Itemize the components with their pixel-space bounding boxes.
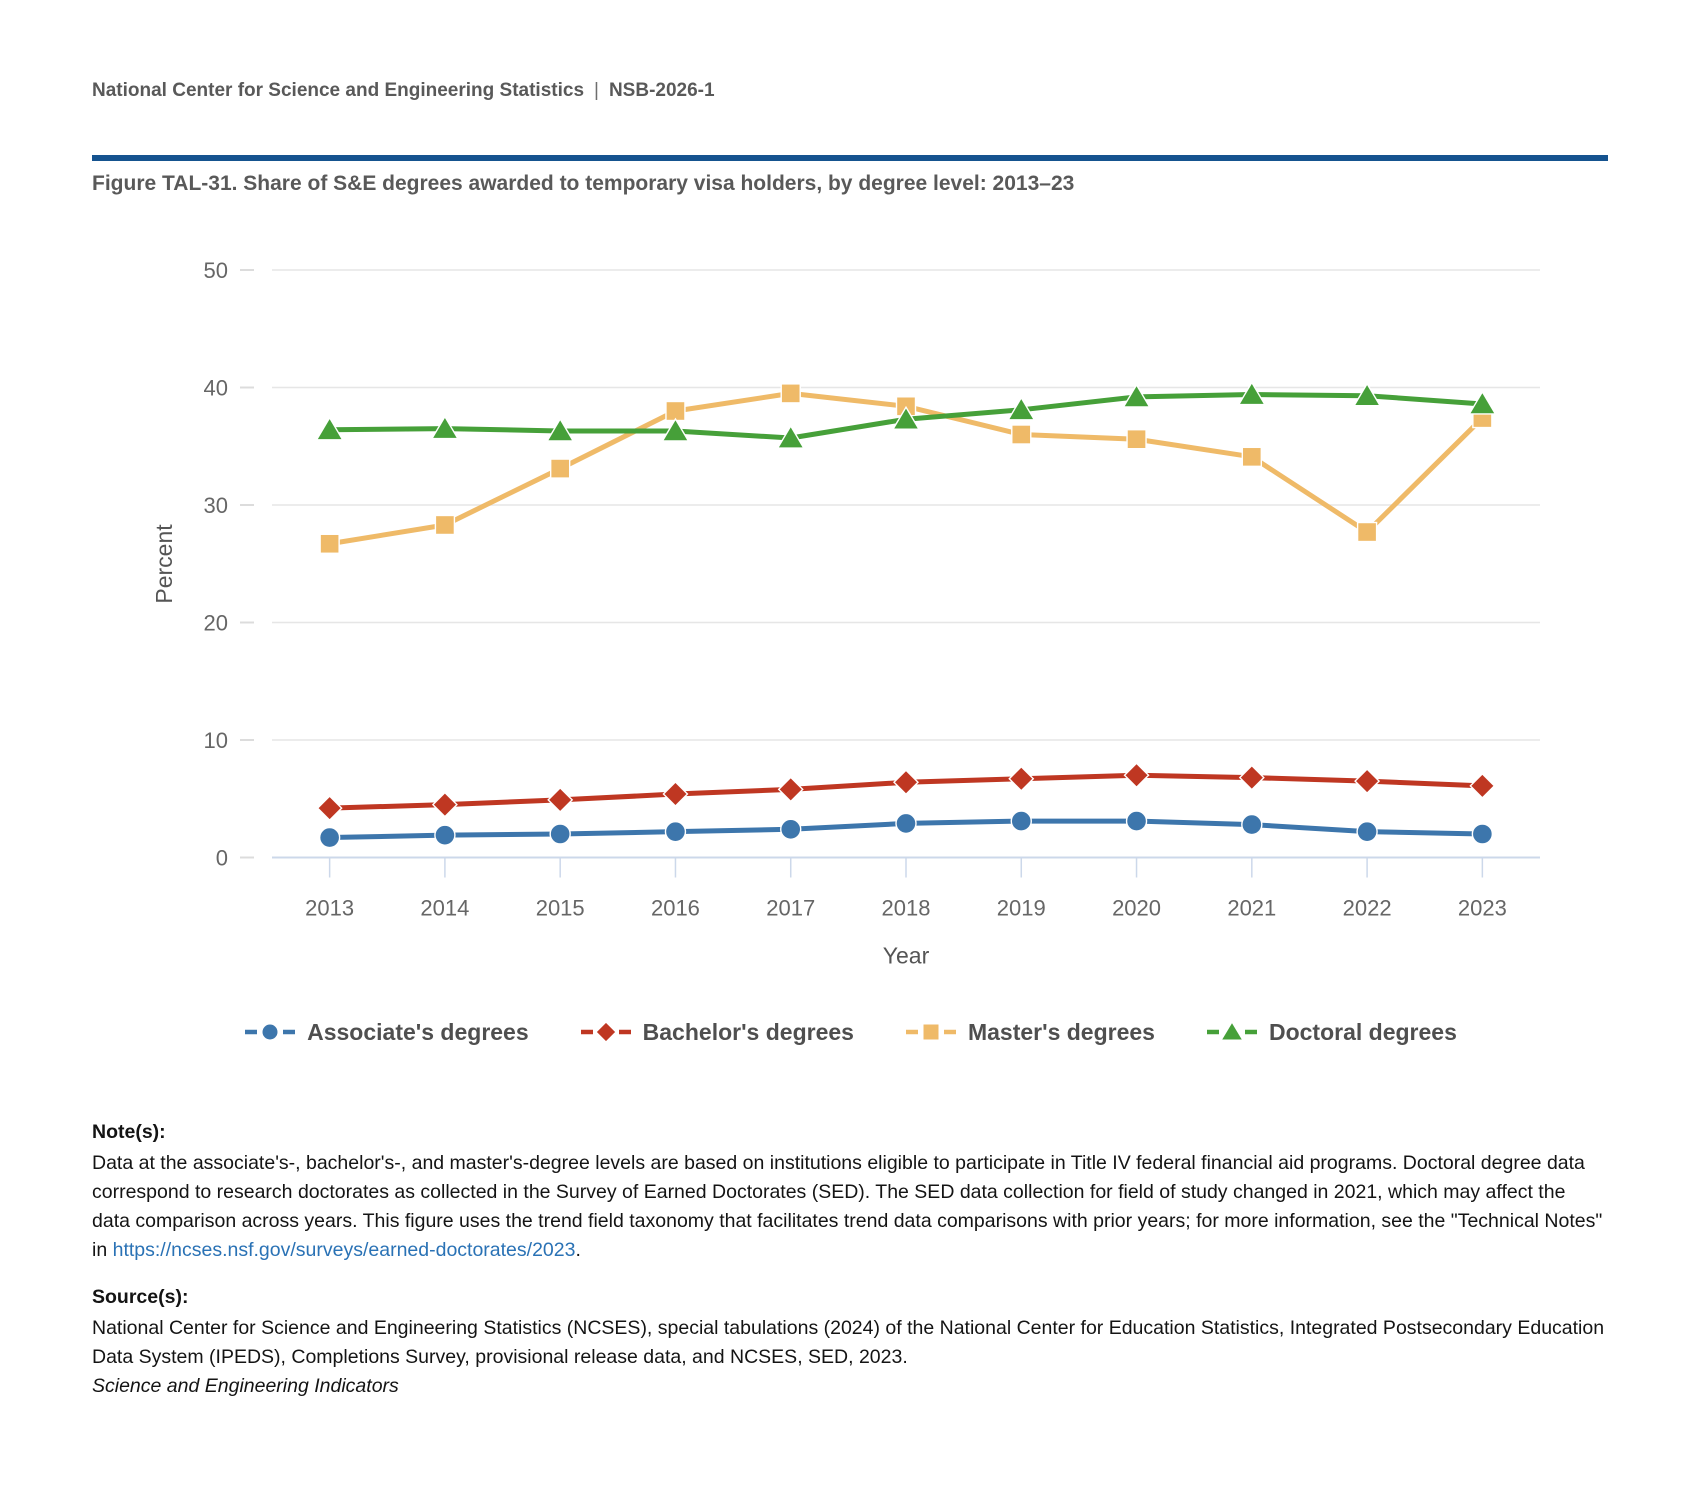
square-marker-icon [780,383,801,404]
legend-label: Doctoral degrees [1268,1018,1457,1045]
series-circle [318,810,1494,849]
x-tick-label: 2019 [997,896,1046,921]
diamond-marker-icon [316,795,343,822]
series-diamond [316,762,1496,822]
series-triangle [315,381,1497,449]
notes-label: Note(s): [92,1121,166,1143]
triangle-marker-icon [776,424,805,449]
triangle-marker-icon [1468,390,1497,415]
legend-item-masters[interactable]: Master's degrees [904,1019,1155,1046]
circle-marker-icon [664,820,687,843]
circle-marker-icon [1010,810,1032,832]
associates-legend-marker-icon [245,1023,296,1041]
triangle-marker-icon [1352,382,1382,407]
y-tick-label: 30 [204,493,228,518]
masters-legend-marker-icon [905,1023,956,1041]
y-tick-label: 20 [204,611,228,636]
circle-marker-icon [1471,823,1494,845]
x-tick-label: 2020 [1112,896,1161,921]
square-marker-icon [319,533,340,554]
header-separator: | [594,80,599,101]
y-tick-label: 50 [204,258,228,283]
diamond-marker-icon [547,786,574,813]
triangle-marker-icon [545,417,575,442]
diamond-marker-icon [1123,762,1150,789]
circle-marker-icon [261,1023,279,1041]
triangle-marker-icon [661,417,690,442]
sources-text: National Center for Science and Engineer… [92,1317,1605,1368]
sources-label: Source(s): [92,1286,189,1308]
line-chart: 0 10 20 30 40 50 2013 2014 2015 2016 2017 2018 2019 2… [151,258,1540,969]
y-tick-label: 0 [216,846,228,871]
technical-notes-link[interactable]: https://ncses.nsf.gov/surveys/earned-doc… [112,1239,576,1261]
report-id: NSB-2026-1 [608,80,715,101]
triangle-marker-icon [891,405,921,430]
triangle-marker-icon [1007,396,1036,421]
notes-text-period: . [575,1239,581,1261]
square-marker-icon [1126,428,1147,450]
diamond-marker-icon [1238,764,1265,791]
x-tick-label: 2013 [305,896,354,921]
x-tick-label: 2022 [1343,896,1392,921]
triangle-marker-icon [315,416,344,441]
triangle-marker-icon [1237,381,1267,406]
legend-label: Associate's degrees [307,1018,529,1045]
diamond-marker-icon [1354,768,1381,795]
notes-text: Data at the associate's-, bachelor's-, a… [92,1149,1608,1265]
x-tick-label: 2018 [882,896,931,921]
y-tick-label: 40 [204,376,228,401]
org-name: National Center for Science and Engineer… [92,80,585,101]
circle-marker-icon [549,823,571,845]
circle-marker-icon [780,818,802,840]
circle-marker-icon [434,824,456,846]
square-marker-icon [1011,424,1032,445]
circle-marker-icon [895,812,917,835]
x-tick-label: 2016 [651,896,700,921]
diamond-marker-icon [431,791,458,818]
report-header: National Center for Science and Engineer… [92,80,715,102]
square-marker-icon [1356,521,1378,543]
square-marker-icon [549,458,571,479]
triangle-marker-icon [1220,1020,1244,1041]
legend-label: Bachelor's degrees [642,1018,854,1045]
chart-legend: Associate's degrees Bachelor's degrees M… [92,1008,1608,1056]
notes-section: Note(s): Data at the associate's-, bache… [92,1118,1608,1401]
diamond-marker-icon [1008,765,1035,792]
y-tick-label: 10 [204,728,228,753]
circle-marker-icon [1356,820,1378,843]
circle-marker-icon [1125,810,1148,832]
diamond-marker-icon [662,781,689,808]
legend-item-bachelors[interactable]: Bachelor's degrees [579,1019,854,1046]
square-marker-icon [1241,446,1263,468]
doctoral-legend-marker-icon [1206,1020,1257,1041]
x-tick-label: 2021 [1227,896,1276,921]
triangle-marker-icon [430,415,460,440]
title-rule-divider [92,155,1608,161]
square-marker-icon [434,514,456,536]
square-marker-icon [922,1023,940,1041]
x-tick-label: 2017 [766,896,815,921]
x-tick-label: 2015 [536,896,585,921]
figure-title: Figure TAL-31. Share of S&E degrees awar… [92,172,1075,195]
x-tick-label: 2023 [1458,896,1507,921]
diamond-marker-icon [594,1021,617,1043]
bachelors-legend-marker-icon [580,1021,631,1043]
diamond-marker-icon [893,769,919,796]
diamond-marker-icon [1469,772,1496,799]
y-axis-title: Percent [151,524,177,604]
diamond-marker-icon [777,776,804,803]
circle-marker-icon [318,826,341,849]
triangle-marker-icon [1122,383,1151,408]
notes-text-body: Data at the associate's-, bachelor's-, a… [92,1152,1603,1261]
legend-item-doctoral[interactable]: Doctoral degrees [1205,1019,1457,1046]
publication-name: Science and Engineering Indicators [92,1375,399,1397]
legend-label: Master's degrees [967,1018,1155,1045]
circle-marker-icon [1241,813,1263,836]
legend-item-associates[interactable]: Associate's degrees [243,1019,529,1046]
x-axis-title: Year [883,943,930,969]
x-tick-label: 2014 [420,896,469,921]
